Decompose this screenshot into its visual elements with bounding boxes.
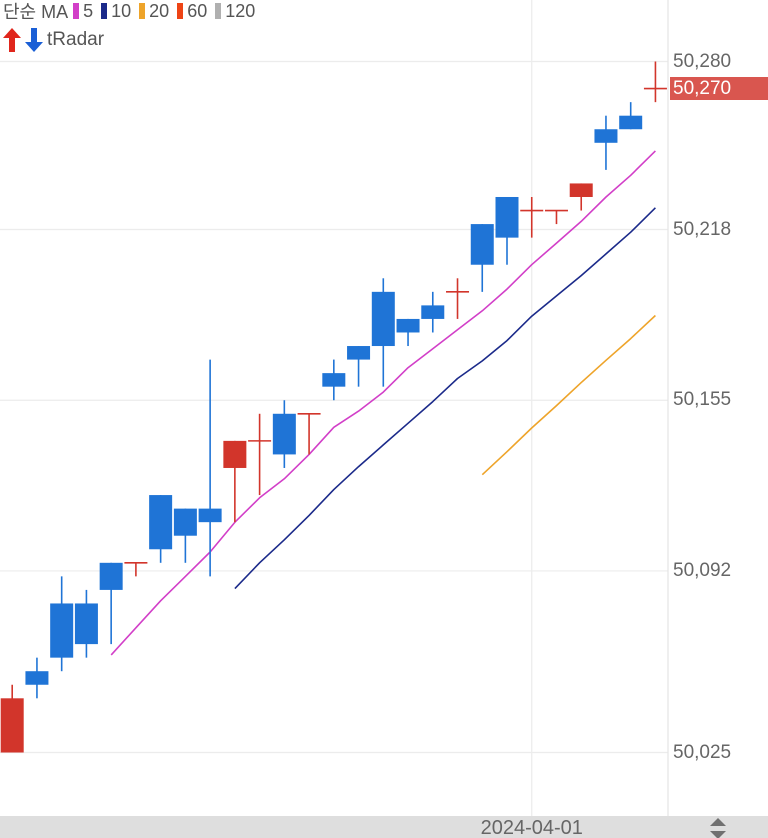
- candle: [371, 278, 395, 387]
- candle: [643, 61, 667, 103]
- ma60-color-swatch: [177, 3, 184, 19]
- candle-body: [396, 318, 420, 333]
- price-tick-label: 50,280: [673, 50, 732, 72]
- candle: [297, 412, 321, 455]
- ma5-line: [110, 150, 656, 656]
- candle: [99, 562, 123, 645]
- ma10-color-swatch: [101, 3, 108, 19]
- time-axis-bar[interactable]: 2024-04-01: [0, 816, 768, 838]
- candle: [25, 657, 49, 699]
- candle: [173, 508, 197, 563]
- candle-body: [223, 440, 247, 468]
- candle-body: [198, 508, 222, 523]
- candle: [446, 278, 470, 319]
- ma10-line: [234, 207, 656, 590]
- candlestick-chart[interactable]: [0, 0, 768, 817]
- candle-body: [272, 413, 296, 455]
- ma5-period: 5: [83, 0, 94, 21]
- red-up-arrow-icon: [3, 28, 21, 52]
- candle: [198, 359, 222, 577]
- candle: [495, 196, 519, 265]
- candle-body: [74, 603, 98, 645]
- moving-average-lines: [110, 150, 656, 656]
- candle: [619, 102, 643, 130]
- candle-body: [0, 698, 24, 753]
- price-tick-label: 50,218: [673, 218, 732, 240]
- candle-body: [50, 603, 74, 658]
- ma-type-label: 단순 MA: [3, 2, 69, 22]
- date-axis-label: 2024-04-01: [480, 817, 583, 838]
- candle: [520, 196, 544, 238]
- candle-body: [371, 291, 395, 347]
- candle: [248, 413, 272, 496]
- price-tick-label: 50,092: [673, 559, 732, 581]
- candle: [396, 318, 420, 347]
- candle: [223, 440, 247, 523]
- candle: [544, 209, 568, 225]
- candle: [594, 115, 618, 170]
- candle-body: [594, 129, 618, 143]
- candle: [322, 359, 346, 401]
- candle-body: [619, 115, 643, 130]
- candle-body: [470, 224, 494, 265]
- candle: [74, 589, 98, 658]
- candle-body: [322, 373, 346, 387]
- blue-down-arrow-icon: [25, 28, 43, 52]
- ma20-line: [481, 314, 656, 476]
- candle-body: [173, 508, 197, 536]
- candle-body: [569, 183, 593, 197]
- ma120-color-swatch: [215, 3, 222, 19]
- candle-body: [149, 495, 173, 550]
- up-down-scroll-icon[interactable]: [708, 817, 728, 838]
- candle: [149, 495, 173, 563]
- current-price-badge: 50,270: [670, 77, 768, 101]
- gridlines: [0, 0, 669, 816]
- candle-body: [99, 562, 123, 590]
- tradar-label: tRadar: [47, 29, 105, 50]
- candle-body: [25, 671, 49, 685]
- ma120-period: 120: [225, 0, 256, 21]
- price-tick-label: 50,155: [673, 389, 732, 411]
- tradar-indicator-legend[interactable]: tRadar: [3, 28, 104, 52]
- candle: [421, 291, 445, 333]
- candle: [272, 400, 296, 468]
- candle-body: [421, 305, 445, 319]
- candle-body: [347, 346, 371, 360]
- candle: [50, 576, 74, 672]
- ma5-color-swatch: [73, 3, 80, 19]
- ma20-period: 20: [149, 0, 170, 21]
- candle: [0, 684, 24, 753]
- ma-legend[interactable]: 단순 MA 5 10 20 60 120: [3, 0, 261, 23]
- ma60-period: 60: [187, 0, 208, 21]
- ma10-period: 10: [111, 0, 132, 21]
- candle: [124, 562, 148, 577]
- candles: [0, 61, 667, 753]
- candle: [569, 183, 593, 211]
- candle: [470, 224, 494, 292]
- ma20-color-swatch: [139, 3, 146, 19]
- price-tick-label: 50,025: [673, 741, 732, 763]
- candle: [347, 346, 371, 387]
- candle-body: [495, 196, 519, 238]
